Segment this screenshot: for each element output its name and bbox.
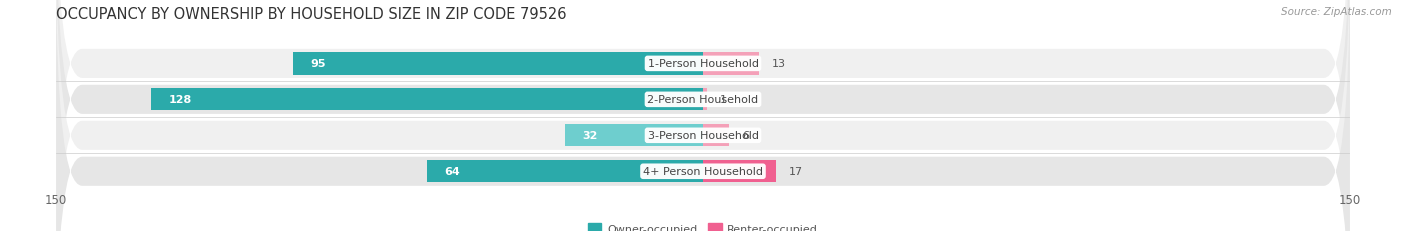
Text: 64: 64 bbox=[444, 167, 460, 176]
Text: 1: 1 bbox=[720, 95, 727, 105]
Bar bbox=[294, 53, 703, 75]
Text: 128: 128 bbox=[169, 95, 191, 105]
Text: Source: ZipAtlas.com: Source: ZipAtlas.com bbox=[1281, 7, 1392, 17]
Legend: Owner-occupied, Renter-occupied: Owner-occupied, Renter-occupied bbox=[583, 219, 823, 231]
Text: 17: 17 bbox=[789, 167, 803, 176]
FancyBboxPatch shape bbox=[56, 0, 1350, 231]
Text: 4+ Person Household: 4+ Person Household bbox=[643, 167, 763, 176]
Bar bbox=[703, 53, 759, 75]
Text: 3-Person Household: 3-Person Household bbox=[648, 131, 758, 141]
Text: 2-Person Household: 2-Person Household bbox=[647, 95, 759, 105]
FancyBboxPatch shape bbox=[56, 0, 1350, 231]
Text: 13: 13 bbox=[772, 59, 786, 69]
FancyBboxPatch shape bbox=[56, 0, 1350, 231]
Bar bbox=[150, 89, 703, 111]
Bar bbox=[427, 160, 703, 183]
Text: 95: 95 bbox=[311, 59, 326, 69]
Bar bbox=[565, 125, 703, 147]
Text: 6: 6 bbox=[742, 131, 749, 141]
Bar bbox=[703, 125, 728, 147]
Text: 1-Person Household: 1-Person Household bbox=[648, 59, 758, 69]
Bar bbox=[703, 160, 776, 183]
Text: OCCUPANCY BY OWNERSHIP BY HOUSEHOLD SIZE IN ZIP CODE 79526: OCCUPANCY BY OWNERSHIP BY HOUSEHOLD SIZE… bbox=[56, 7, 567, 22]
Bar bbox=[703, 89, 707, 111]
FancyBboxPatch shape bbox=[56, 0, 1350, 231]
Text: 32: 32 bbox=[582, 131, 598, 141]
